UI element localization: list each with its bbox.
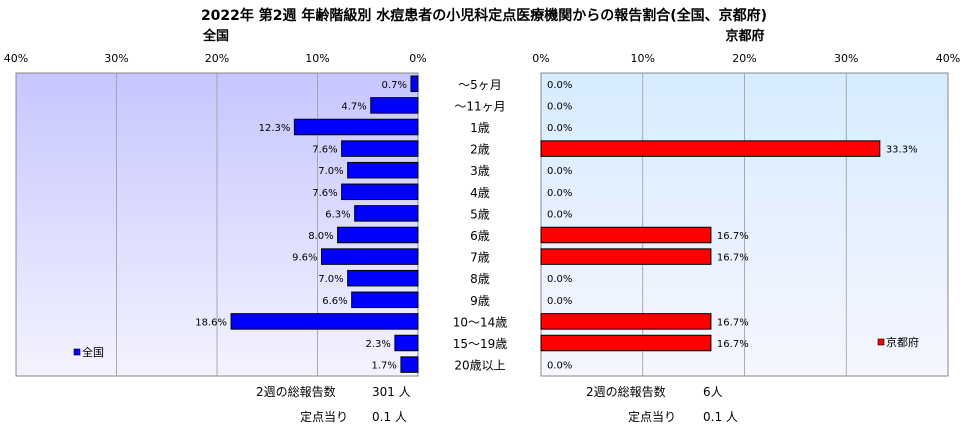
bar-zenkoku bbox=[341, 140, 419, 157]
bar-zenkoku-data-label: 8.0% bbox=[308, 231, 333, 242]
left-tick-label: 40% bbox=[4, 52, 28, 65]
right-tick-label: 40% bbox=[936, 52, 960, 65]
panel-title-left: 全国 bbox=[202, 28, 229, 44]
category-label: 4歳 bbox=[470, 186, 490, 200]
footer-right-perpoint-value: 0.1 人 bbox=[703, 410, 738, 424]
bar-zenkoku bbox=[347, 269, 419, 287]
bar-zenkoku-data-label: 7.0% bbox=[318, 274, 343, 285]
chart-title: 2022年 第2週 年齢階級別 水痘患者の小児科定点医療機関からの報告割合(全国… bbox=[201, 7, 767, 24]
bar-kyoto-data-label: 0.0% bbox=[547, 80, 572, 91]
bar-zenkoku-data-label: 12.3% bbox=[259, 123, 291, 134]
category-label: 6歳 bbox=[470, 229, 490, 243]
right-bars: 0.0% 0.0% 0.0% 33.3% 0.0% 0.0% 0.0% 16.7% 16.7% 0… bbox=[540, 80, 918, 372]
panel-title-right: 京都府 bbox=[725, 28, 764, 44]
category-labels: ～5ヶ月 ～11ヶ月 1歳 2歳 3歳 4歳 5歳 6歳 7歳 8歳 9歳 10～14歳 15～19歳 2… bbox=[453, 78, 508, 373]
bar-kyoto bbox=[540, 248, 712, 265]
footer-left-total-value: 301 人 bbox=[372, 385, 411, 399]
footer-right-total-label: 2週の総報告数 bbox=[586, 384, 666, 399]
legend-label-left: 全国 bbox=[82, 345, 104, 359]
footer-left-perpoint-value: 0.1 人 bbox=[372, 410, 407, 424]
category-label: 5歳 bbox=[470, 207, 490, 221]
bar-kyoto-data-label: 16.7% bbox=[717, 339, 749, 350]
legend-label-right: 京都府 bbox=[886, 335, 919, 349]
bar-zenkoku bbox=[293, 118, 419, 136]
left-tick-label: 30% bbox=[104, 52, 128, 65]
footer-left: 2週の総報告数 301 人 定点当り 0.1 人 bbox=[256, 384, 411, 424]
category-label: 9歳 bbox=[470, 294, 490, 308]
bar-zenkoku bbox=[351, 291, 419, 309]
bar-kyoto-data-label: 0.0% bbox=[547, 361, 572, 372]
bar-kyoto-data-label: 16.7% bbox=[717, 317, 749, 328]
bar-zenkoku bbox=[347, 161, 419, 179]
legend-left: 全国 bbox=[73, 345, 104, 359]
bar-zenkoku-data-label: 1.7% bbox=[372, 361, 397, 372]
bar-zenkoku-data-label: 18.6% bbox=[195, 317, 227, 328]
legend-swatch-left bbox=[73, 348, 81, 356]
bar-kyoto bbox=[540, 140, 881, 157]
category-label: 15～19歳 bbox=[453, 337, 508, 351]
bar-kyoto-data-label: 0.0% bbox=[547, 123, 572, 134]
bar-zenkoku bbox=[341, 183, 419, 201]
right-tick-label: 10% bbox=[631, 52, 655, 65]
bar-zenkoku-data-label: 0.7% bbox=[382, 80, 407, 91]
left-tick-label: 10% bbox=[305, 52, 329, 65]
left-axis-ticks: 40% 30% 20% 10% 0% bbox=[4, 52, 427, 65]
right-axis-ticks: 0% 10% 20% 30% 40% bbox=[532, 52, 960, 65]
category-label: 10～14歳 bbox=[453, 315, 508, 329]
left-tick-label: 20% bbox=[205, 52, 229, 65]
right-tick-label: 30% bbox=[834, 52, 858, 65]
bar-zenkoku bbox=[410, 75, 419, 93]
bar-zenkoku-data-label: 6.6% bbox=[322, 296, 347, 307]
bar-kyoto-data-label: 16.7% bbox=[717, 253, 749, 264]
bar-zenkoku-data-label: 6.3% bbox=[325, 209, 350, 220]
bar-zenkoku-data-label: 2.3% bbox=[365, 339, 390, 350]
bar-kyoto bbox=[540, 334, 712, 352]
category-label: 8歳 bbox=[470, 272, 490, 286]
category-label: 2歳 bbox=[470, 143, 490, 157]
legend-swatch-right bbox=[877, 338, 885, 346]
bar-zenkoku bbox=[230, 313, 419, 330]
bar-zenkoku-data-label: 7.6% bbox=[312, 145, 337, 156]
bar-kyoto-data-label: 33.3% bbox=[886, 145, 918, 156]
bar-kyoto-data-label: 0.0% bbox=[547, 188, 572, 199]
right-tick-label: 20% bbox=[732, 52, 756, 65]
bar-zenkoku-data-label: 7.6% bbox=[312, 188, 337, 199]
right-tick-label: 0% bbox=[532, 52, 549, 65]
category-label: 1歳 bbox=[470, 121, 490, 135]
bar-kyoto-data-label: 0.0% bbox=[547, 274, 572, 285]
category-label: 7歳 bbox=[470, 251, 490, 265]
bar-kyoto-data-label: 0.0% bbox=[547, 209, 572, 220]
category-label: ～11ヶ月 bbox=[454, 99, 505, 113]
bar-kyoto bbox=[540, 226, 712, 244]
category-label: 20歳以上 bbox=[454, 359, 505, 373]
footer-right: 2週の総報告数 6人 定点当り 0.1 人 bbox=[586, 384, 738, 424]
bar-zenkoku bbox=[370, 97, 419, 114]
footer-left-total-label: 2週の総報告数 bbox=[256, 384, 336, 399]
bar-zenkoku bbox=[394, 334, 419, 352]
bar-zenkoku bbox=[321, 248, 419, 265]
footer-right-perpoint-label: 定点当り bbox=[628, 409, 676, 424]
bar-kyoto-data-label: 16.7% bbox=[717, 231, 749, 242]
footer-left-perpoint-label: 定点当り bbox=[300, 409, 348, 424]
bar-zenkoku bbox=[400, 356, 419, 373]
bar-zenkoku-data-label: 7.0% bbox=[318, 166, 343, 177]
category-label: 3歳 bbox=[470, 164, 490, 178]
category-label: ～5ヶ月 bbox=[458, 78, 502, 92]
bar-kyoto bbox=[540, 313, 712, 330]
bar-zenkoku-data-label: 4.7% bbox=[341, 101, 366, 112]
footer-right-total-value: 6人 bbox=[703, 385, 723, 399]
bar-zenkoku bbox=[337, 226, 419, 244]
bar-kyoto-data-label: 0.0% bbox=[547, 296, 572, 307]
bar-zenkoku bbox=[354, 205, 419, 222]
bar-kyoto-data-label: 0.0% bbox=[547, 166, 572, 177]
bar-zenkoku-data-label: 9.6% bbox=[292, 253, 317, 264]
bar-kyoto-data-label: 0.0% bbox=[547, 101, 572, 112]
left-tick-label: 0% bbox=[409, 52, 426, 65]
left-bars: 0.7%4.7%12.3%7.6%7.0%7.6%6.3%8.0%9.6%7.0… bbox=[195, 75, 419, 373]
legend-right: 京都府 bbox=[877, 335, 919, 349]
